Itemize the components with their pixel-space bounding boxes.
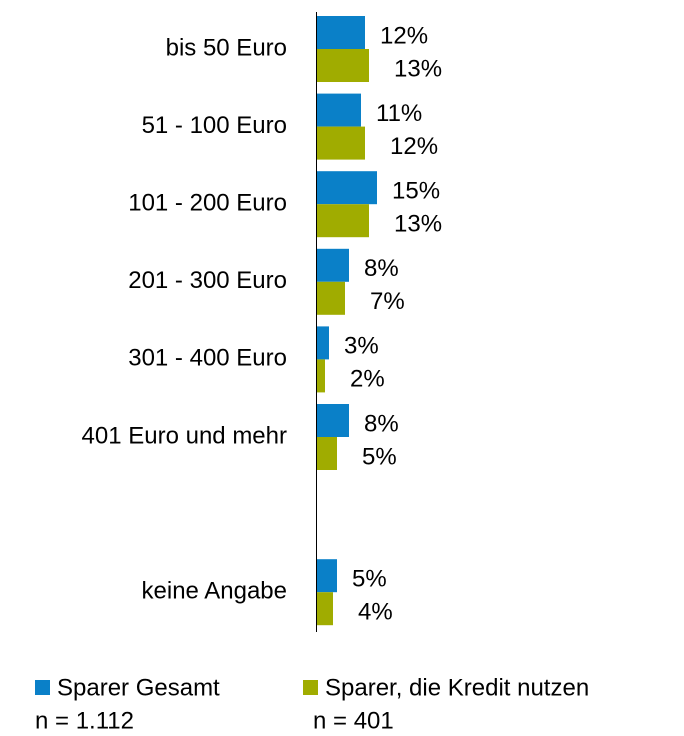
value-label: 4% <box>358 599 393 626</box>
value-label: 5% <box>362 443 397 470</box>
value-label: 3% <box>344 333 379 360</box>
bar <box>317 359 325 393</box>
bar <box>317 93 361 127</box>
bar <box>317 49 369 82</box>
legend-sample: n = 401 <box>313 707 394 734</box>
category-label: bis 50 Euro <box>166 34 287 61</box>
bar <box>317 326 329 360</box>
value-label: 13% <box>394 55 442 82</box>
value-label: 8% <box>364 410 399 437</box>
value-label: 7% <box>370 288 405 315</box>
value-label: 12% <box>390 133 438 160</box>
bar <box>317 16 365 49</box>
bar <box>317 126 365 160</box>
bar <box>317 592 333 626</box>
legend-label: Sparer, die Kredit nutzen <box>325 674 589 701</box>
category-label: 101 - 200 Euro <box>128 190 287 217</box>
legend-label: Sparer Gesamt <box>57 674 220 701</box>
bar <box>317 404 349 437</box>
value-label: 2% <box>350 366 385 393</box>
bar <box>317 281 345 315</box>
value-label: 13% <box>394 211 442 238</box>
value-label: 15% <box>392 178 440 205</box>
value-label: 11% <box>376 100 422 127</box>
value-label: 12% <box>380 22 428 49</box>
category-label: keine Angabe <box>142 578 287 605</box>
bar <box>317 248 349 282</box>
category-label: 401 Euro und mehr <box>82 422 287 449</box>
bar <box>317 559 337 593</box>
value-label: 5% <box>352 566 387 593</box>
bar <box>317 437 337 470</box>
bar <box>317 204 369 238</box>
bar <box>317 171 377 205</box>
value-label: 8% <box>364 255 399 282</box>
legend-sample: n = 1.112 <box>35 707 134 734</box>
legend-swatch <box>303 680 318 695</box>
category-label: 301 - 400 Euro <box>128 345 287 372</box>
category-label: 51 - 100 Euro <box>142 112 287 139</box>
category-label: 201 - 300 Euro <box>128 267 287 294</box>
legend-swatch <box>35 680 50 695</box>
